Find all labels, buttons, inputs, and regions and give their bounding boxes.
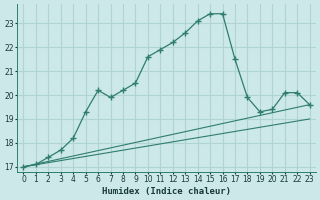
X-axis label: Humidex (Indice chaleur): Humidex (Indice chaleur) (102, 187, 231, 196)
